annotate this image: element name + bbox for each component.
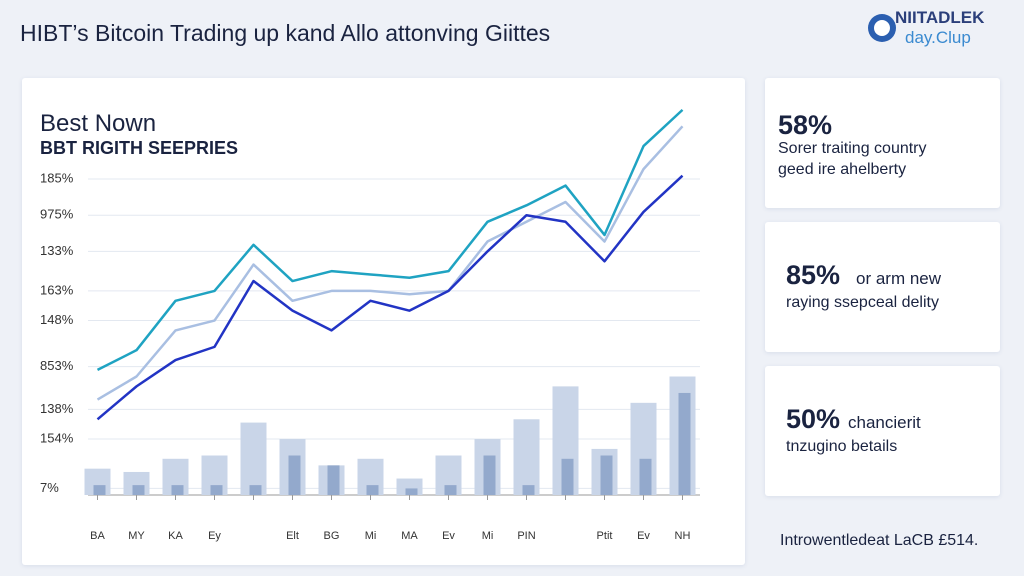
x-tick-label: Elt [286,530,299,542]
stat-text: tnzugino betails [786,438,898,455]
bar [483,455,496,495]
bar [240,422,267,495]
y-tick-label: 7% [40,480,59,495]
footer: Introwentledeat LaCB £514. [780,532,979,549]
chart-title: Best Nown [40,110,157,137]
bar [405,488,418,495]
y-tick-label: 853% [40,358,74,373]
bar [561,458,574,495]
stat-value: 50% [786,404,841,434]
x-tick-label: Ev [637,530,650,542]
logo-top: NIITADLEK [895,8,985,27]
bar [522,485,535,495]
x-tick-label: Ey [208,530,221,542]
x-tick-label: MY [128,530,145,542]
bar [327,465,340,495]
line [96,174,684,421]
x-tick-label: KA [168,530,183,542]
bar [366,485,379,495]
line [96,125,684,401]
y-tick-label: 154% [40,430,74,445]
bar [132,485,145,495]
y-tick-label: 163% [40,282,74,297]
y-tick-label: 975% [40,207,74,222]
stat-card [765,366,1000,496]
x-tick-label: BA [90,530,105,542]
bar [639,458,652,495]
bar [249,485,262,495]
logo-globe [868,14,896,42]
page-title: HIBT’s Bitcoin Trading up kand Allo atto… [20,20,551,46]
chart: 7% 154% 138% 853% 148% 163% 133% 975% 185% BA MY KA… [40,108,700,542]
stat-value: 58% [778,110,833,140]
bar [600,455,613,495]
stat-card [765,78,1000,208]
x-tick-label: Mi [482,530,494,542]
x-tick-label: BG [324,530,340,542]
x-tick-label: Ptit [597,530,613,542]
logo-bottom: day.Clup [905,28,971,47]
stat-text: geed ire ahelberty [778,161,907,178]
stat-card [765,222,1000,352]
x-tick-label: MA [401,530,418,542]
y-tick-label: 185% [40,170,74,185]
bar [171,485,184,495]
y-tick-label: 148% [40,312,74,327]
line [96,108,684,372]
stat-value: 85% [786,260,841,290]
bar [93,485,106,495]
x-tick-label: NH [675,530,691,542]
y-tick-label: 138% [40,401,74,416]
x-tick-label: Ev [442,530,455,542]
bar [288,455,301,495]
chart-subtitle: BBT RIGITH SEEPRIES [40,138,239,158]
stat-text: raying ssepceal delity [786,294,939,311]
y-tick-label: 133% [40,243,74,258]
bar [444,485,457,495]
bar [678,392,691,495]
x-tick-label: Mi [365,530,377,542]
stat-text: Sorer traiting country [778,140,927,157]
stat-note: or arm new [856,269,942,288]
bar [513,419,540,495]
stat-note: chancierit [848,413,921,432]
x-tick-label: PIN [517,530,535,542]
bar [210,485,223,495]
